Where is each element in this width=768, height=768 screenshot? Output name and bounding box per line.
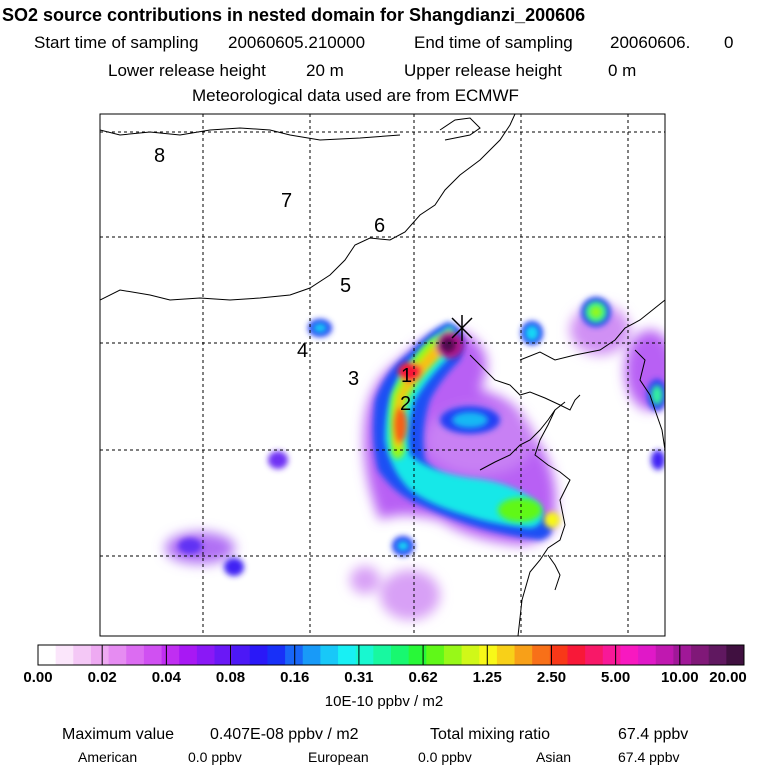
end-time-value: 20060606.	[610, 33, 691, 52]
colorbar-tick-label: 5.00	[601, 669, 631, 686]
colorbar-tick-label: 0.08	[215, 669, 246, 686]
colorbar-tick-label: 20.00	[709, 669, 747, 686]
lower-release-value: 20 m	[306, 61, 344, 80]
track-label-4: 4	[297, 340, 308, 362]
colorbar-cell	[108, 645, 127, 665]
colorbar-cell	[214, 645, 233, 665]
colorbar-tick-label: 0.04	[151, 669, 181, 686]
colorbar-cell	[514, 645, 533, 665]
upper-release-value: 0 m	[608, 61, 637, 80]
met-data-note: Meteorological data used are from ECMWF	[192, 86, 519, 105]
colorbar-cell	[143, 645, 162, 665]
map-frame	[99, 113, 666, 637]
end-time-label: End time of sampling	[414, 33, 573, 52]
colorbar-cell	[55, 645, 74, 665]
max-value-label: Maximum value	[62, 726, 175, 743]
colorbar-cell	[496, 645, 515, 665]
page-title: SO2 source contributions in nested domai…	[2, 5, 586, 25]
colorbar-cell	[38, 645, 57, 665]
colorbar-cell	[585, 645, 604, 665]
max-value: 0.407E-08 ppbv / m2	[210, 726, 359, 743]
asian-value: 67.4 ppbv	[618, 749, 680, 765]
colorbar-cell	[691, 645, 710, 665]
asian-label: Asian	[536, 749, 572, 765]
colorbar-cell	[161, 645, 180, 665]
track-label-2: 2	[400, 393, 411, 415]
colorbar-cell	[73, 645, 92, 665]
colorbar-cell	[355, 645, 374, 665]
colorbar-cell	[232, 645, 251, 665]
colorbar-tick-label: 10.00	[661, 669, 699, 686]
end-time-tail: 0	[724, 33, 734, 52]
european-value: 0.0 ppbv	[418, 749, 472, 765]
lower-release-label: Lower release height	[108, 61, 266, 80]
colorbar-cell	[267, 645, 286, 665]
colorbar-cell	[602, 645, 621, 665]
american-label: American	[78, 749, 138, 765]
track-label-7: 7	[281, 190, 292, 212]
total-mixing-value: 67.4 ppbv	[618, 726, 689, 743]
upper-release-label: Upper release height	[404, 61, 562, 80]
colorbar-cell	[285, 645, 304, 665]
start-time-value: 20060605.210000	[228, 33, 366, 52]
colorbar-tick-label: 1.25	[472, 669, 502, 686]
track-labels: 1 2 3 4 5 6 7 8	[154, 145, 412, 415]
track-label-3: 3	[348, 368, 359, 390]
colorbar-cell	[249, 645, 268, 665]
colorbar	[37, 644, 745, 666]
start-time-label: Start time of sampling	[34, 33, 199, 52]
colorbar-cell	[479, 645, 498, 665]
colorbar-cell	[708, 645, 727, 665]
track-label-5: 5	[340, 275, 351, 297]
plume-core	[390, 306, 602, 528]
colorbar-cell	[408, 645, 427, 665]
colorbar-cell	[655, 645, 674, 665]
coastline	[100, 114, 665, 636]
colorbar-cell	[532, 645, 551, 665]
track-label-6: 6	[374, 215, 385, 237]
colorbar-cell	[90, 645, 109, 665]
colorbar-cell	[638, 645, 657, 665]
colorbar-cell	[196, 645, 215, 665]
track-label-8: 8	[154, 145, 165, 167]
american-value: 0.0 ppbv	[188, 749, 242, 765]
colorbar-cell	[567, 645, 586, 665]
colorbar-tick-label: 0.00	[23, 669, 53, 686]
european-label: European	[308, 749, 369, 765]
colorbar-cell	[391, 645, 410, 665]
graticule	[100, 114, 665, 636]
receptor-marker	[451, 315, 473, 341]
colorbar-cell	[461, 645, 480, 665]
colorbar-cell	[426, 645, 445, 665]
concentration-field	[165, 297, 665, 620]
colorbar-cell	[373, 645, 392, 665]
colorbar-cell	[443, 645, 462, 665]
colorbar-unit: 10E-10 ppbv / m2	[324, 693, 444, 710]
colorbar-cell	[302, 645, 321, 665]
colorbar-cell	[338, 645, 357, 665]
track-label-1: 1	[401, 365, 412, 387]
total-mixing-label: Total mixing ratio	[430, 726, 551, 743]
colorbar-tick-label: 0.31	[344, 669, 374, 686]
colorbar-cell	[126, 645, 145, 665]
colorbar-tick-label: 0.02	[87, 669, 117, 686]
colorbar-cell	[179, 645, 198, 665]
colorbar-cell	[320, 645, 339, 665]
colorbar-cell	[549, 645, 568, 665]
colorbar-tick-label: 0.16	[280, 669, 310, 686]
colorbar-cell	[620, 645, 639, 665]
colorbar-tick-label: 2.50	[536, 669, 567, 686]
colorbar-cell	[726, 645, 745, 665]
colorbar-tick-label: 0.62	[408, 669, 438, 686]
colorbar-cell	[673, 645, 692, 665]
